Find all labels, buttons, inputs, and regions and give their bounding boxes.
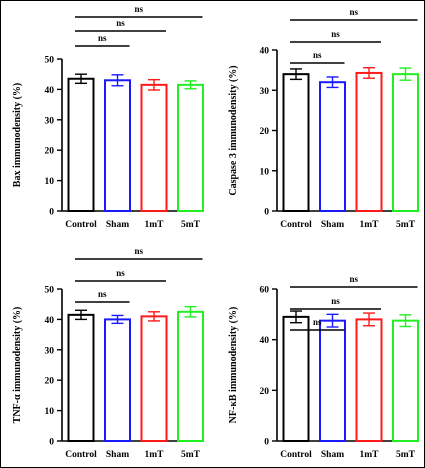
significance-label: ns bbox=[349, 274, 358, 284]
y-tick-label: 30 bbox=[45, 346, 55, 356]
y-axis-label: NF-κB immunodensity (%) bbox=[228, 307, 239, 424]
significance-label: ns bbox=[313, 317, 322, 327]
category-label-5mt: 5mT bbox=[181, 450, 201, 460]
y-tick-label: 60 bbox=[260, 286, 270, 296]
bar-1mt bbox=[355, 318, 383, 442]
bar-sham bbox=[104, 318, 131, 442]
category-label-1mt: 1mT bbox=[360, 450, 380, 460]
y-tick-label: 0 bbox=[49, 438, 54, 448]
y-tick-label: 40 bbox=[260, 47, 270, 57]
bar-5mt bbox=[392, 319, 419, 442]
bar-sham bbox=[319, 81, 346, 212]
chart-panel-3: 0 10 20 30 40 50 TNF-α immunodensity (%) Contro… bbox=[12, 246, 204, 460]
bar-1mt bbox=[355, 71, 383, 212]
y-axis-label: Caspase 3 immunodensity (%) bbox=[228, 65, 239, 195]
category-label-1mt: 1mT bbox=[145, 450, 165, 460]
significance-label: ns bbox=[116, 268, 125, 278]
bar-sham bbox=[319, 319, 346, 442]
y-tick-label: 0 bbox=[49, 208, 54, 218]
y-tick-label: 0 bbox=[264, 438, 269, 448]
y-tick-label: 0 bbox=[264, 208, 269, 218]
y-tick-label: 10 bbox=[45, 407, 55, 417]
y-tick-label: 50 bbox=[45, 286, 55, 296]
bar-control bbox=[282, 315, 310, 442]
category-label-control: Control bbox=[65, 450, 97, 460]
category-label-5mt: 5mT bbox=[396, 450, 416, 460]
category-label-control: Control bbox=[280, 450, 312, 460]
bar-control bbox=[67, 77, 95, 213]
y-tick-label: 10 bbox=[260, 167, 270, 177]
category-label-control: Control bbox=[65, 220, 97, 230]
y-axis-label: Bax immunodensity (%) bbox=[12, 83, 23, 187]
bar-sham bbox=[104, 79, 131, 212]
significance-label: ns bbox=[98, 33, 107, 43]
category-label-control: Control bbox=[280, 220, 312, 230]
category-label-sham: Sham bbox=[106, 450, 129, 460]
y-tick-label: 40 bbox=[45, 316, 55, 326]
category-label-5mt: 5mT bbox=[396, 220, 416, 230]
category-label-sham: Sham bbox=[321, 450, 344, 460]
chart-panel-2: 0 10 20 30 40 Caspase 3 immunodensity (%) Cont… bbox=[228, 7, 419, 230]
category-label-1mt: 1mT bbox=[360, 220, 380, 230]
significance-label: ns bbox=[116, 18, 125, 28]
y-tick-label: 20 bbox=[260, 127, 270, 137]
chart-panel-1: 0 10 20 30 40 50 Bax immunodensity (%) Control S… bbox=[12, 4, 204, 230]
y-tick-label: 10 bbox=[45, 177, 55, 187]
significance-label: ns bbox=[331, 29, 340, 39]
bar-5mt bbox=[177, 83, 204, 212]
y-tick-label: 30 bbox=[45, 116, 55, 126]
bar-control bbox=[282, 73, 310, 213]
y-tick-label: 20 bbox=[45, 377, 55, 387]
chart-panel-4: 0 20 40 60 NF-κB immunodensity (%) Control Sha… bbox=[228, 274, 419, 460]
y-tick-label: 50 bbox=[45, 56, 55, 66]
bar-control bbox=[67, 313, 95, 442]
y-axis-label: TNF-α immunodensity (%) bbox=[12, 307, 23, 424]
bar-5mt bbox=[177, 310, 204, 442]
y-tick-label: 20 bbox=[260, 387, 270, 397]
significance-label: ns bbox=[349, 7, 358, 17]
y-tick-label: 40 bbox=[260, 336, 270, 346]
significance-label: ns bbox=[134, 246, 143, 256]
category-label-sham: Sham bbox=[106, 220, 129, 230]
significance-label: ns bbox=[134, 4, 143, 14]
category-label-1mt: 1mT bbox=[145, 220, 165, 230]
significance-label: ns bbox=[98, 289, 107, 299]
bar-5mt bbox=[392, 73, 419, 213]
y-tick-label: 20 bbox=[45, 147, 55, 157]
category-label-sham: Sham bbox=[321, 220, 344, 230]
y-tick-label: 40 bbox=[45, 86, 55, 96]
significance-label: ns bbox=[313, 50, 322, 60]
bar-1mt bbox=[140, 315, 168, 442]
bar-1mt bbox=[140, 83, 168, 212]
significance-label: ns bbox=[331, 296, 340, 306]
category-label-5mt: 5mT bbox=[181, 220, 201, 230]
y-tick-label: 30 bbox=[260, 87, 270, 97]
